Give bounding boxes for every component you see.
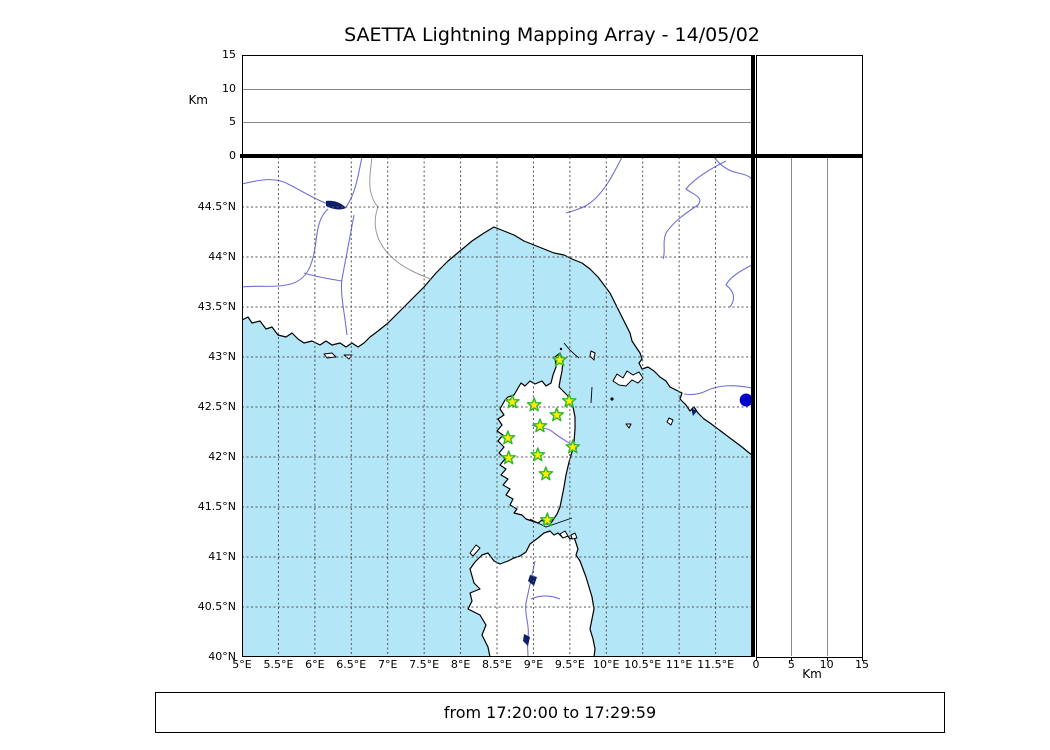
time-range-label: from 17:20:00 to 17:29:59 [443, 703, 657, 722]
altitude-axis-label-left: Km [188, 93, 208, 107]
lma-station-star [565, 439, 581, 454]
lma-station-star [538, 466, 554, 481]
country-border [369, 157, 432, 280]
lma-station-star [500, 430, 516, 445]
lon-tick-label: 7.5°E [409, 658, 440, 671]
lat-tick-label: 44°N [208, 250, 236, 263]
altitude-tick-label: 5 [229, 115, 236, 129]
time-range-box: from 17:20:00 to 17:29:59 [155, 692, 945, 733]
altitude-tick-label: 0 [229, 149, 236, 162]
lat-tick-label: 43°N [208, 350, 236, 363]
detection-markers [739, 393, 752, 407]
lat-tick-label: 42°N [208, 450, 236, 463]
map-frame [242, 157, 752, 657]
axis-tickmark [756, 657, 757, 661]
altitude-tick-label: 0 [752, 658, 760, 671]
lma-station-star [552, 352, 567, 367]
lma-station-star [539, 512, 555, 527]
detection-dot [739, 393, 752, 407]
altitude-tick-label: 10 [819, 658, 834, 671]
lma-station-star [504, 394, 520, 409]
horizontal-divider [240, 154, 863, 158]
lon-tick-label: 8.5°E [482, 658, 512, 671]
station-markers [500, 352, 581, 527]
altitude-tick-label: 5 [787, 658, 795, 671]
altitude-tick-label: 10 [222, 81, 236, 95]
chart-title: SAETTA Lightning Mapping Array - 14/05/0… [344, 24, 760, 46]
lat-tick-label: 40°N [208, 650, 236, 663]
altitude-tick-label: 15 [855, 658, 869, 671]
lon-tick-label: 6.5°E [336, 658, 367, 671]
lon-tick-label: 5°E [232, 658, 252, 671]
lon-tick-label: 9.5°E [554, 658, 585, 671]
lat-tick-label: 41°N [208, 550, 236, 563]
lon-tick-label: 10°E [593, 658, 620, 671]
lma-station-star [561, 393, 577, 408]
axis-tickmark [791, 657, 793, 661]
boundary-annotations [529, 342, 593, 528]
axis-tickmark [862, 657, 863, 661]
lma-station-star [530, 447, 546, 462]
rivers-mainland [242, 157, 752, 396]
lon-tick-label: 9°E [523, 658, 544, 671]
lon-tick-label: 7°E [377, 658, 398, 671]
lon-tick-label: 10.5°E [624, 658, 662, 671]
lat-tick-label: 42.5°N [197, 400, 236, 413]
lat-tick-label: 43.5°N [197, 300, 236, 313]
panel-gridline [243, 122, 751, 124]
sardinia-island [467, 530, 596, 657]
map-gridlines [242, 157, 752, 657]
lon-tick-label: 6°E [305, 658, 325, 671]
map-panel [242, 157, 752, 657]
islet-dot [559, 347, 563, 351]
altitude-histogram-panel [756, 55, 863, 157]
lon-tick-label: 11°E [665, 658, 693, 671]
altitude-axis-label-bottom: Km [802, 667, 822, 681]
lma-station-star [532, 418, 548, 433]
islet-dot [610, 397, 614, 401]
altitude-latitude-panel [756, 157, 863, 658]
lma-station-star [549, 407, 565, 422]
lat-tick-label: 44.5°N [197, 200, 236, 213]
panel-gridline [243, 88, 751, 90]
lat-tick-label: 41.5°N [197, 500, 236, 513]
vertical-divider [751, 55, 755, 657]
altitude-tick-label: 15 [222, 48, 236, 61]
lon-tick-label: 8°E [450, 658, 471, 671]
axis-tickmark [826, 657, 828, 661]
lon-tick-label: 11.5°E [697, 658, 735, 671]
lma-station-star [501, 450, 516, 465]
panel-gridline [826, 158, 828, 656]
lat-tick-label: 40.5°N [197, 600, 236, 613]
corsica-island [496, 352, 576, 525]
altitude-longitude-panel [242, 55, 752, 157]
lon-tick-label: 5.5°E [263, 658, 294, 671]
panel-gridline [791, 158, 793, 656]
lma-station-star [526, 397, 542, 412]
